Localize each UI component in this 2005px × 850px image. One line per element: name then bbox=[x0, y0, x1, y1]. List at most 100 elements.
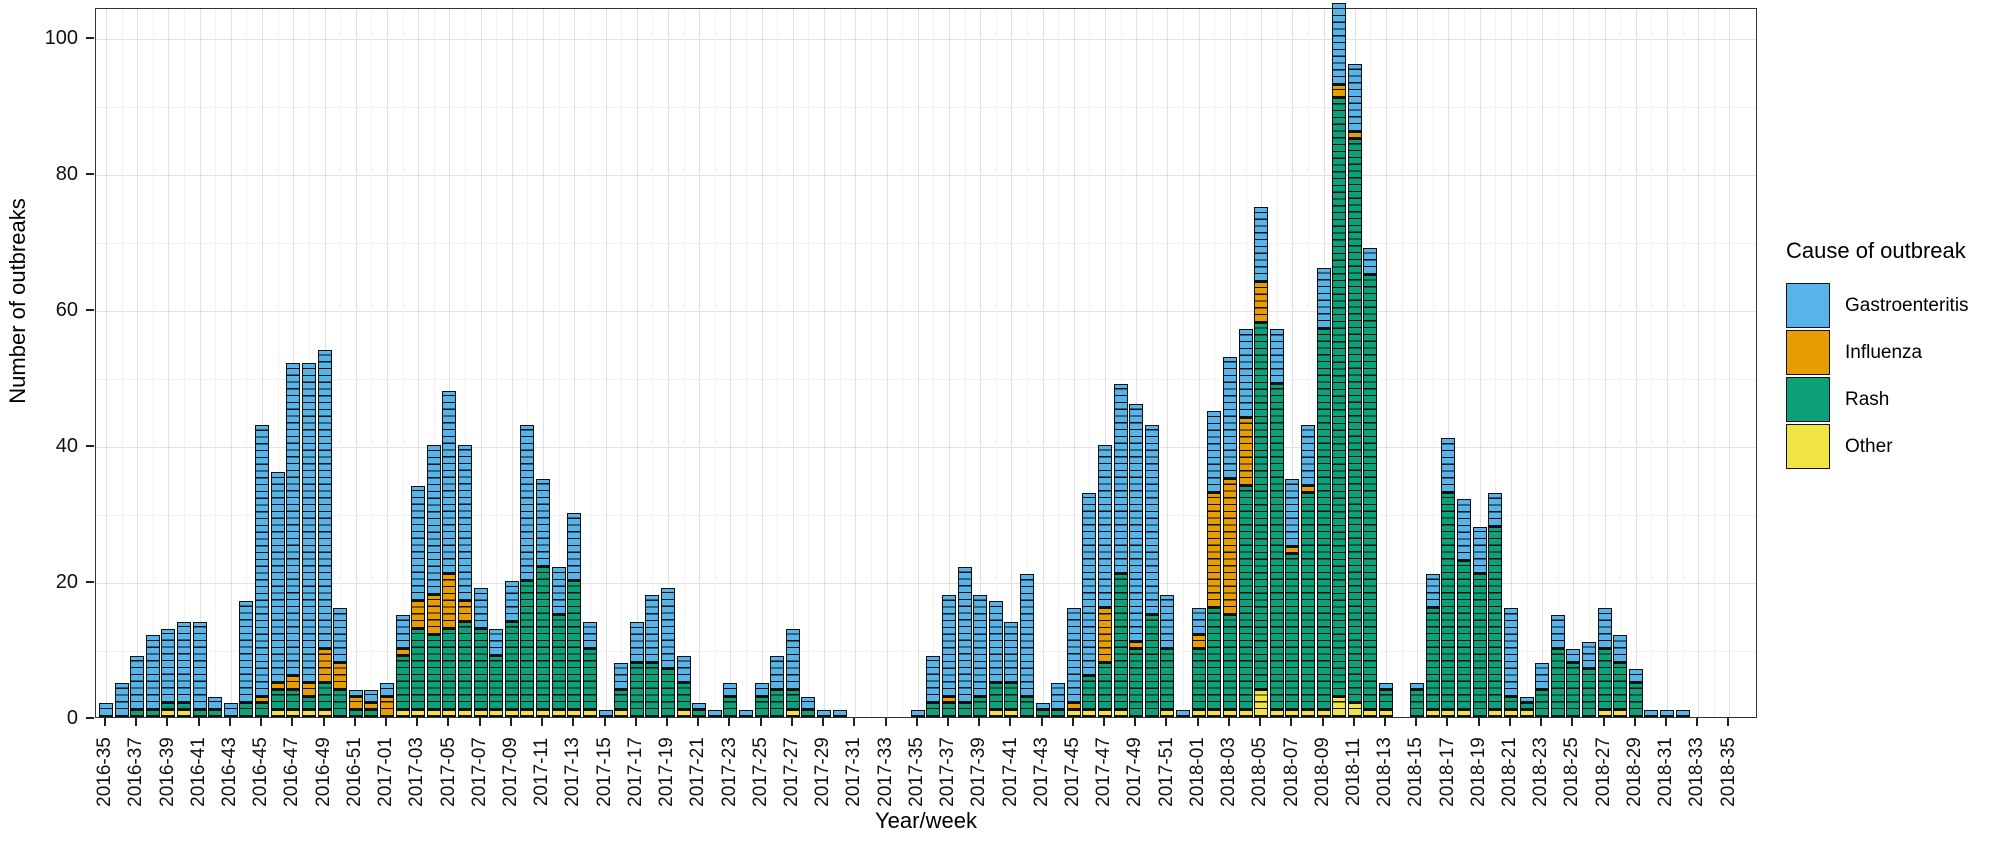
bar-2018-10 bbox=[1332, 3, 1347, 717]
x-tick-label-text: 2017-33 bbox=[874, 737, 896, 807]
x-tick-mark bbox=[1040, 718, 1043, 726]
bar-segment-rash bbox=[255, 703, 270, 717]
bar-segment-other bbox=[1222, 710, 1237, 717]
bar-segment-rash bbox=[1535, 689, 1550, 717]
x-tick-label-text: 2017-25 bbox=[749, 737, 771, 807]
y-tick-label: 60 bbox=[55, 299, 78, 321]
gridline-v bbox=[1682, 9, 1684, 717]
x-tick-label: 2017-39 bbox=[968, 728, 989, 816]
bar-segment-other bbox=[988, 710, 1003, 717]
bar-segment-gastroenteritis bbox=[255, 424, 270, 697]
bar-segment-influenza bbox=[1238, 417, 1253, 486]
gridline-v bbox=[199, 9, 201, 717]
bar-segment-gastroenteritis bbox=[1316, 268, 1331, 330]
gridline-v bbox=[902, 9, 904, 717]
y-tick-label: 0 bbox=[66, 707, 78, 729]
bar-2017-17 bbox=[629, 621, 644, 717]
bar-segment-gastroenteritis bbox=[1457, 499, 1472, 561]
bar-segment-rash bbox=[364, 710, 379, 717]
bar-segment-rash bbox=[411, 628, 426, 711]
x-tick-label: 2017-33 bbox=[874, 728, 896, 816]
x-tick-label: 2017-45 bbox=[1062, 728, 1083, 816]
gridline-v bbox=[746, 9, 747, 717]
bar-2016-45 bbox=[255, 424, 270, 717]
x-tick-label-text: 2018-01 bbox=[1186, 737, 1208, 807]
x-tick-label-text: 2017-37 bbox=[936, 737, 958, 807]
bar-2016-35 bbox=[99, 703, 113, 717]
bar-segment-influenza bbox=[941, 696, 956, 704]
x-tick-mark bbox=[1508, 718, 1511, 726]
x-tick-mark bbox=[1165, 718, 1168, 726]
bar-segment-gastroenteritis bbox=[1644, 710, 1659, 717]
bar-2017-12 bbox=[551, 567, 566, 717]
x-tick-mark bbox=[1446, 718, 1449, 726]
x-tick-mark bbox=[1727, 718, 1730, 726]
x-tick-label: 2018-35 bbox=[1717, 728, 1738, 816]
bar-segment-other bbox=[1379, 710, 1394, 717]
bar-2017-06 bbox=[458, 445, 473, 717]
bar-segment-rash bbox=[286, 689, 301, 711]
bar-2016-47 bbox=[286, 363, 301, 717]
x-tick-label-text: 2018-27 bbox=[1592, 737, 1614, 807]
bar-segment-gastroenteritis bbox=[1519, 696, 1534, 704]
bar-segment-other bbox=[1300, 710, 1315, 717]
x-tick-label-text: 2017-49 bbox=[1124, 737, 1146, 807]
bar-2017-37 bbox=[941, 594, 956, 717]
gridline-h bbox=[96, 243, 1756, 244]
bar-segment-influenza bbox=[458, 601, 473, 622]
gridline-v bbox=[1058, 9, 1060, 717]
gridline-v bbox=[1011, 9, 1013, 717]
bar-2017-08 bbox=[489, 628, 504, 717]
bar-segment-gastroenteritis bbox=[817, 710, 832, 717]
gridline-v bbox=[839, 9, 841, 717]
bar-segment-influenza bbox=[442, 574, 457, 629]
bar-2016-48 bbox=[301, 363, 316, 717]
bar-segment-rash bbox=[1613, 662, 1628, 711]
bar-segment-influenza bbox=[1347, 132, 1362, 140]
bar-2018-18 bbox=[1457, 499, 1472, 717]
bar-segment-rash bbox=[614, 689, 629, 711]
gridline-v bbox=[371, 9, 373, 717]
bar-segment-rash bbox=[723, 696, 738, 717]
x-tick-label-text: 2016-49 bbox=[312, 737, 334, 807]
bar-2017-28 bbox=[801, 696, 816, 717]
x-tick-mark bbox=[634, 718, 637, 726]
x-tick-label: 2017-37 bbox=[936, 728, 958, 816]
x-tick-label-text: 2017-31 bbox=[843, 737, 865, 807]
gridline-v bbox=[792, 9, 794, 717]
x-tick-label: 2018-15 bbox=[1405, 728, 1427, 816]
bar-2018-06 bbox=[1269, 329, 1284, 717]
gridline-v bbox=[917, 9, 919, 717]
x-tick-label-text: 2017-29 bbox=[812, 737, 834, 807]
bar-segment-rash bbox=[473, 628, 488, 711]
bar-segment-gastroenteritis bbox=[832, 710, 847, 717]
y-tick-mark bbox=[86, 581, 94, 583]
bar-segment-rash bbox=[426, 635, 441, 711]
bar-2016-38 bbox=[145, 635, 160, 717]
x-tick-label-text: 2017-43 bbox=[1030, 737, 1052, 807]
gridline-v bbox=[1729, 9, 1731, 717]
other-swatch-icon bbox=[1786, 424, 1830, 469]
x-tick-label-text: 2016-45 bbox=[250, 737, 272, 807]
bar-segment-other bbox=[489, 710, 504, 717]
bar-segment-influenza bbox=[1191, 635, 1206, 650]
bar-segment-rash bbox=[1300, 492, 1315, 711]
bar-2017-51 bbox=[1160, 594, 1175, 717]
x-tick-label: 2016-49 bbox=[312, 728, 334, 816]
bar-segment-gastroenteritis bbox=[551, 567, 566, 616]
x-tick-label: 2016-45 bbox=[250, 728, 272, 816]
y-tick-label: 20 bbox=[55, 571, 78, 593]
x-tick-label-text: 2017-09 bbox=[499, 737, 521, 807]
x-tick-label: 2018-05 bbox=[1249, 728, 1270, 816]
x-tick-label-text: 2018-15 bbox=[1405, 737, 1427, 807]
bar-segment-gastroenteritis bbox=[161, 628, 176, 704]
x-tick-label: 2018-01 bbox=[1186, 728, 1208, 816]
bar-2016-44 bbox=[239, 601, 254, 717]
x-tick-mark bbox=[1696, 718, 1699, 726]
bar-segment-gastroenteritis bbox=[629, 621, 644, 663]
bar-2017-20 bbox=[676, 655, 691, 717]
bar-segment-gastroenteritis bbox=[910, 710, 925, 717]
x-tick-label: 2017-11 bbox=[531, 728, 552, 816]
legend: Cause of outbreak Gastroenteritis Influe… bbox=[1786, 238, 2001, 470]
x-tick-label: 2018-19 bbox=[1468, 728, 1489, 816]
